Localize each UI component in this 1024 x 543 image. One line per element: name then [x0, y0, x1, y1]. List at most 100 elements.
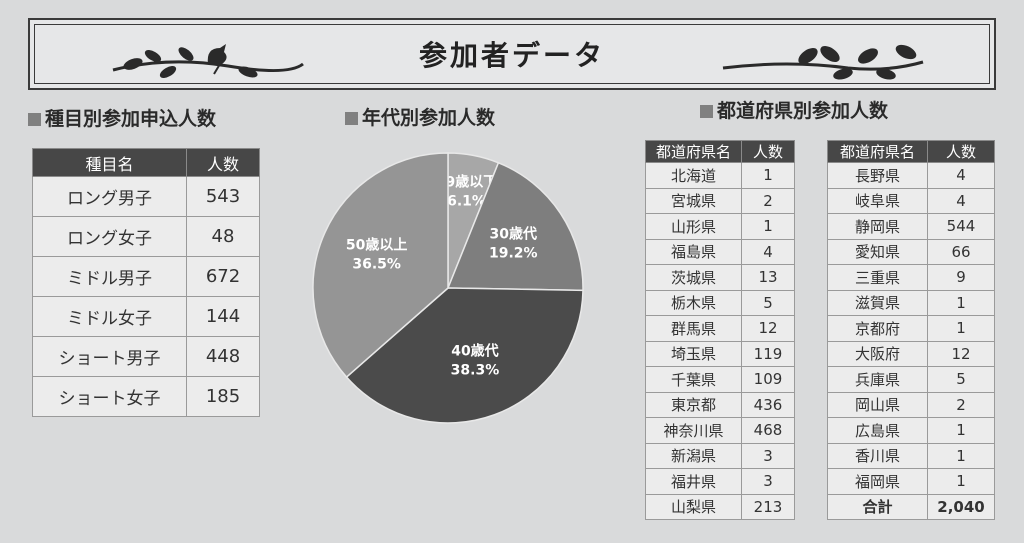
event-section-title: 種目別参加申込人数: [28, 104, 216, 131]
row-name: 宮城県: [645, 187, 742, 214]
table-row: 岡山県 2: [827, 391, 995, 418]
row-count: 4: [927, 162, 995, 189]
table-header-row: 都道府県名 人数: [645, 140, 795, 163]
prefecture-table-left: 都道府県名 人数 北海道 1 宮城県 2 山形県 1 福島県 4 茨城県 13 栃木県 5 群馬県 12 埼…: [645, 140, 795, 520]
row-count: 144: [186, 296, 260, 337]
row-name: 山形県: [645, 213, 742, 240]
table-row: 福井県 3: [645, 468, 795, 495]
square-bullet-icon: [700, 105, 713, 118]
age-pie-chart: 29歳以下 6.1%30歳代 19.2% 40歳代 38.3% 50歳以上 36.5%: [312, 152, 584, 424]
row-count: 4: [741, 238, 795, 265]
table-row: 山梨県 213: [645, 493, 795, 520]
table-row: 福島県 4: [645, 238, 795, 265]
table-row: ロング男子 543: [32, 176, 260, 217]
row-count: 448: [186, 336, 260, 377]
row-count: 1: [927, 468, 995, 495]
event-table: 種目名 人数 ロング男子 543 ロング女子 48 ミドル男子 672 ミドル女子 144 ショ…: [32, 148, 260, 417]
row-count: 12: [927, 340, 995, 367]
row-name: ロング女子: [32, 216, 187, 257]
row-name: 福岡県: [827, 468, 928, 495]
column-header-count: 人数: [186, 148, 260, 177]
table-row: ミドル男子 672: [32, 256, 260, 297]
slice-label: 40歳代: [451, 343, 498, 360]
row-name: 京都府: [827, 315, 928, 342]
table-row: 広島県 1: [827, 417, 995, 444]
table-row: ショート女子 185: [32, 376, 260, 417]
table-row: 東京都 436: [645, 391, 795, 418]
row-count: 436: [741, 391, 795, 418]
table-row: 京都府 1: [827, 315, 995, 342]
slice-percent: 36.5%: [352, 257, 401, 273]
table-row: 神奈川県 468: [645, 417, 795, 444]
row-name: ロング男子: [32, 176, 187, 217]
row-name: 北海道: [645, 162, 742, 189]
table-row: 新潟県 3: [645, 442, 795, 469]
table-header-row: 種目名 人数: [32, 148, 260, 177]
row-count: 1: [927, 289, 995, 316]
row-count: 1: [927, 417, 995, 444]
column-header-event: 種目名: [32, 148, 187, 177]
row-name: 香川県: [827, 442, 928, 469]
square-bullet-icon: [345, 112, 358, 125]
table-row: 静岡県 544: [827, 213, 995, 240]
row-name: 山梨県: [645, 493, 742, 520]
row-name: 福井県: [645, 468, 742, 495]
row-name: 新潟県: [645, 442, 742, 469]
row-name: 三重県: [827, 264, 928, 291]
row-name: 滋賀県: [827, 289, 928, 316]
row-count: 468: [741, 417, 795, 444]
table-row: 宮城県 2: [645, 187, 795, 214]
table-row: ショート男子 448: [32, 336, 260, 377]
row-count: 12: [741, 315, 795, 342]
table-row: 愛知県 66: [827, 238, 995, 265]
row-count: 2: [741, 187, 795, 214]
row-count: 3: [741, 442, 795, 469]
row-count: 185: [186, 376, 260, 417]
row-name: ショート男子: [32, 336, 187, 377]
table-row: 兵庫県 5: [827, 366, 995, 393]
table-row: 香川県 1: [827, 442, 995, 469]
row-name: 大阪府: [827, 340, 928, 367]
table-row: 茨城県 13: [645, 264, 795, 291]
table-row: 長野県 4: [827, 162, 995, 189]
row-count: 3: [741, 468, 795, 495]
row-count: 1: [927, 315, 995, 342]
slice-percent: 19.2%: [489, 246, 538, 262]
row-name: 岡山県: [827, 391, 928, 418]
row-name: 東京都: [645, 391, 742, 418]
prefecture-table-right: 都道府県名 人数 長野県 4 岐阜県 4 静岡県 544 愛知県 66 三重県 9 滋賀県 1 京都府 1…: [827, 140, 995, 520]
table-row: ロング女子 48: [32, 216, 260, 257]
age-section-title: 年代別参加人数: [345, 103, 495, 130]
row-name: 長野県: [827, 162, 928, 189]
row-count: 1: [741, 213, 795, 240]
row-count: 13: [741, 264, 795, 291]
leaf-branch-icon: [722, 44, 924, 80]
row-name: 神奈川県: [645, 417, 742, 444]
column-header-prefecture: 都道府県名: [645, 140, 742, 163]
row-count: 1: [927, 442, 995, 469]
table-row: 栃木県 5: [645, 289, 795, 316]
table-row: 福岡県 1: [827, 468, 995, 495]
pie-slice: [312, 152, 449, 379]
table-row: 大阪府 12: [827, 340, 995, 367]
title-banner: 参加者データ: [28, 18, 996, 90]
table-row: ミドル女子 144: [32, 296, 260, 337]
row-count: 544: [927, 213, 995, 240]
pref-section-title: 都道府県別参加人数: [700, 96, 888, 123]
slice-percent: 38.3%: [451, 363, 500, 379]
column-header-count: 人数: [927, 140, 995, 163]
row-count: 5: [927, 366, 995, 393]
banner-inner-frame: [34, 24, 990, 84]
slice-percent: 6.1%: [447, 194, 486, 210]
row-count: 9: [927, 264, 995, 291]
row-count: 109: [741, 366, 795, 393]
row-count: 213: [741, 493, 795, 520]
table-row: 北海道 1: [645, 162, 795, 189]
table-row: 三重県 9: [827, 264, 995, 291]
table-row: 群馬県 12: [645, 315, 795, 342]
bird-branch-icon: [112, 44, 304, 78]
row-name: 福島県: [645, 238, 742, 265]
total-label: 合計: [827, 493, 928, 520]
table-row: 埼玉県 119: [645, 340, 795, 367]
row-name: 千葉県: [645, 366, 742, 393]
